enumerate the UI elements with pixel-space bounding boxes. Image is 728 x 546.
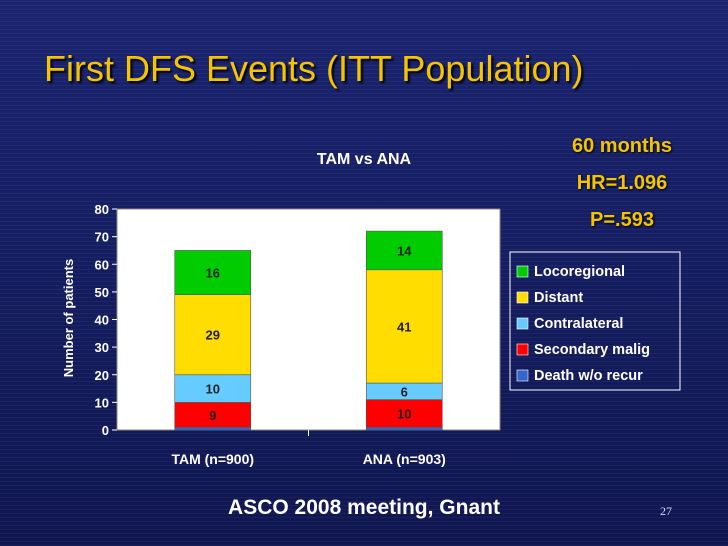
bar-segment (365, 230, 443, 271)
data-label: 6 (401, 384, 408, 399)
y-tick-label: 20 (95, 368, 109, 383)
legend-label: Death w/o recur (534, 368, 643, 384)
legend-label: Secondary malig (534, 342, 650, 358)
data-label: 14 (397, 243, 412, 258)
y-tick-label: 60 (95, 257, 109, 272)
bar-segment (365, 426, 443, 431)
legend-swatch (516, 317, 529, 330)
y-tick-label: 50 (95, 285, 109, 300)
footer-citation: ASCO 2008 meeting, Gnant (228, 496, 500, 519)
legend-label: Contralateral (534, 316, 623, 332)
legend-swatch (516, 291, 529, 304)
data-label: 41 (397, 319, 411, 334)
legend-swatch (516, 343, 529, 356)
chart-title: TAM vs ANA (317, 151, 412, 168)
bar-segment (174, 426, 252, 431)
page-number: 27 (660, 504, 672, 518)
stats-box: 60 months HR=1.096 P=.593 (540, 132, 704, 243)
x-tick-label: ANA (n=903) (363, 451, 446, 467)
y-axis-label: Number of patients (61, 259, 76, 377)
followup-label: 60 months (571, 135, 673, 157)
legend-swatch (516, 265, 529, 278)
y-tick-label: 0 (102, 423, 109, 438)
legend-swatch (516, 369, 529, 382)
hazard-ratio: HR=1.096 (576, 172, 668, 194)
data-label: 16 (206, 266, 220, 281)
data-label: 10 (206, 382, 220, 397)
data-label: 29 (206, 328, 220, 343)
y-tick-label: 80 (95, 202, 109, 217)
slide-title: First DFS Events (ITT Population) (44, 48, 584, 89)
y-tick-label: 70 (95, 230, 109, 245)
bar-segment (174, 250, 252, 295)
bar-segment (365, 269, 443, 384)
y-tick-label: 40 (95, 313, 109, 328)
chart-legend: Locoregional Distant Contralateral Secondar… (509, 251, 681, 391)
legend-border (509, 251, 681, 391)
p-value: P=.593 (590, 209, 654, 231)
plot-area: 0 10 20 30 40 50 60 70 80 9 10 29 16 TAM (n=900) 10 6 41… (95, 202, 501, 467)
legend-label: Locoregional (534, 264, 625, 280)
data-label: 10 (397, 406, 411, 421)
legend-label: Distant (534, 290, 583, 306)
bar-segment (365, 399, 443, 428)
y-tick-label: 30 (95, 340, 109, 355)
y-tick-label: 10 (95, 395, 109, 410)
x-tick-label: TAM (n=900) (171, 451, 254, 467)
data-label: 9 (209, 408, 216, 423)
